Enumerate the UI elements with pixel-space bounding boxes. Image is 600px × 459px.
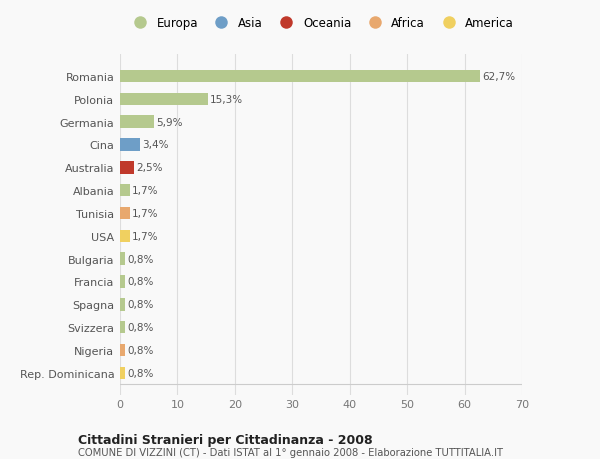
Bar bbox=[120, 275, 125, 288]
Bar bbox=[120, 207, 130, 220]
Bar bbox=[120, 162, 134, 174]
Legend: Europa, Asia, Oceania, Africa, America: Europa, Asia, Oceania, Africa, America bbox=[125, 13, 517, 34]
Bar bbox=[120, 93, 208, 106]
Text: 0,8%: 0,8% bbox=[127, 277, 153, 287]
Text: 1,7%: 1,7% bbox=[132, 231, 158, 241]
Bar bbox=[120, 298, 125, 311]
Bar bbox=[120, 185, 130, 197]
Bar bbox=[120, 139, 140, 151]
Text: Cittadini Stranieri per Cittadinanza - 2008: Cittadini Stranieri per Cittadinanza - 2… bbox=[78, 433, 373, 446]
Bar bbox=[120, 253, 125, 265]
Text: 0,8%: 0,8% bbox=[127, 323, 153, 332]
Bar bbox=[120, 71, 480, 83]
Bar bbox=[120, 367, 125, 379]
Text: 62,7%: 62,7% bbox=[482, 72, 515, 82]
Text: 5,9%: 5,9% bbox=[156, 118, 182, 127]
Text: 3,4%: 3,4% bbox=[142, 140, 169, 150]
Text: 0,8%: 0,8% bbox=[127, 300, 153, 310]
Bar bbox=[120, 230, 130, 242]
Bar bbox=[120, 321, 125, 334]
Text: 0,8%: 0,8% bbox=[127, 368, 153, 378]
Text: 1,7%: 1,7% bbox=[132, 208, 158, 218]
Text: 0,8%: 0,8% bbox=[127, 345, 153, 355]
Text: 15,3%: 15,3% bbox=[210, 95, 243, 105]
Text: 2,5%: 2,5% bbox=[137, 163, 163, 173]
Text: 1,7%: 1,7% bbox=[132, 186, 158, 196]
Text: 0,8%: 0,8% bbox=[127, 254, 153, 264]
Bar bbox=[120, 344, 125, 357]
Text: COMUNE DI VIZZINI (CT) - Dati ISTAT al 1° gennaio 2008 - Elaborazione TUTTITALIA: COMUNE DI VIZZINI (CT) - Dati ISTAT al 1… bbox=[78, 447, 503, 457]
Bar bbox=[120, 116, 154, 129]
